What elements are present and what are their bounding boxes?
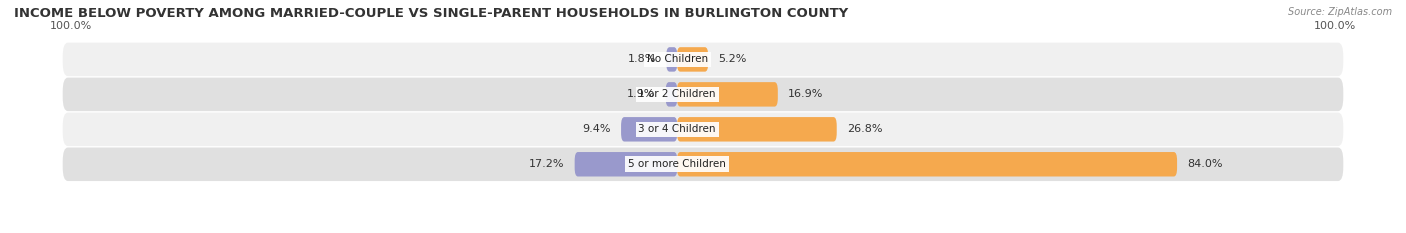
FancyBboxPatch shape <box>678 117 837 141</box>
FancyBboxPatch shape <box>63 78 1343 111</box>
FancyBboxPatch shape <box>575 152 678 177</box>
FancyBboxPatch shape <box>63 147 1343 181</box>
FancyBboxPatch shape <box>678 47 709 72</box>
Text: 5.2%: 5.2% <box>718 55 747 64</box>
Text: 100.0%: 100.0% <box>1315 21 1357 31</box>
Text: 1 or 2 Children: 1 or 2 Children <box>638 89 716 99</box>
Text: 17.2%: 17.2% <box>529 159 564 169</box>
FancyBboxPatch shape <box>678 152 1177 177</box>
Text: No Children: No Children <box>647 55 707 64</box>
Text: 1.9%: 1.9% <box>627 89 655 99</box>
Text: 9.4%: 9.4% <box>582 124 610 134</box>
Text: 100.0%: 100.0% <box>49 21 91 31</box>
FancyBboxPatch shape <box>621 117 678 141</box>
Text: 26.8%: 26.8% <box>846 124 883 134</box>
FancyBboxPatch shape <box>63 43 1343 76</box>
Text: 3 or 4 Children: 3 or 4 Children <box>638 124 716 134</box>
Text: Source: ZipAtlas.com: Source: ZipAtlas.com <box>1288 7 1392 17</box>
Text: 84.0%: 84.0% <box>1187 159 1223 169</box>
Text: 5 or more Children: 5 or more Children <box>628 159 725 169</box>
FancyBboxPatch shape <box>678 82 778 107</box>
Text: INCOME BELOW POVERTY AMONG MARRIED-COUPLE VS SINGLE-PARENT HOUSEHOLDS IN BURLING: INCOME BELOW POVERTY AMONG MARRIED-COUPL… <box>14 7 848 20</box>
FancyBboxPatch shape <box>665 82 678 107</box>
FancyBboxPatch shape <box>666 47 678 72</box>
Text: 1.8%: 1.8% <box>627 55 657 64</box>
FancyBboxPatch shape <box>63 113 1343 146</box>
Text: 16.9%: 16.9% <box>787 89 824 99</box>
